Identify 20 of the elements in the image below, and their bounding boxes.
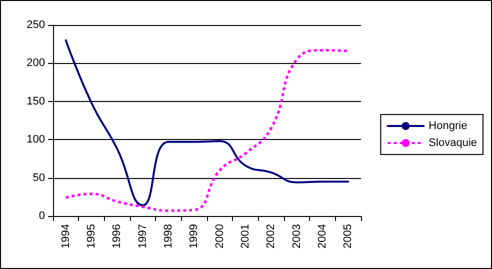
y-tick-label: 150 xyxy=(26,95,45,108)
y-tick-label: 200 xyxy=(26,57,45,70)
x-tick-label: 1999 xyxy=(188,224,200,248)
legend-label: Hongrie xyxy=(428,120,468,132)
x-tick-label: 2002 xyxy=(265,224,278,248)
y-tick-label: 250 xyxy=(26,19,45,31)
x-tick-label: 1994 xyxy=(60,224,72,248)
x-tick-label: 1995 xyxy=(86,224,98,248)
y-tick-label: 0 xyxy=(38,210,45,222)
x-tick-label: 2003 xyxy=(290,224,303,248)
x-tick-label: 1996 xyxy=(111,224,124,248)
x-tick-label: 1997 xyxy=(136,224,149,248)
x-tick-label: 2000 xyxy=(214,224,226,248)
x-tick-label: 1998 xyxy=(162,224,174,248)
x-tick-label: 2001 xyxy=(240,224,252,248)
x-tick-label: 2004 xyxy=(316,224,328,248)
y-tick-label: 100 xyxy=(26,134,45,146)
y-tick-label: 50 xyxy=(32,172,45,184)
legend-label: Slovaquie xyxy=(428,137,478,149)
x-tick-label: 2005 xyxy=(342,224,354,248)
